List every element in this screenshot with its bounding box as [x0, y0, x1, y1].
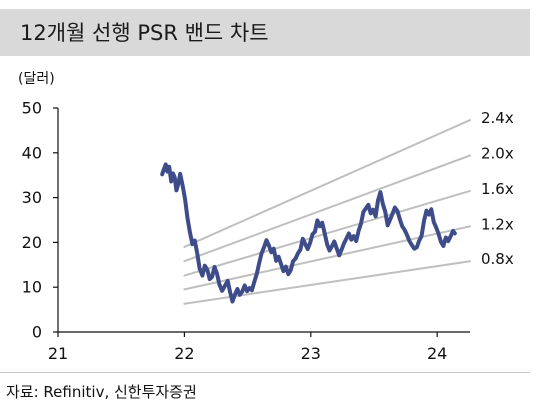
chart-title: 12개월 선행 PSR 밴드 차트 [20, 21, 269, 45]
band-label-2-4x: 2.4x [481, 109, 514, 127]
source-divider [0, 372, 530, 373]
x-tick-label: 23 [301, 344, 321, 363]
y-tick-label: 50 [22, 99, 42, 118]
band-label-2-0x: 2.0x [481, 144, 514, 162]
y-tick-label: 0 [32, 323, 42, 342]
band-label-1-6x: 1.6x [481, 180, 514, 198]
y-tick-label: 40 [22, 143, 42, 162]
source-note: 자료: Refinitiv, 신한투자증권 [6, 383, 197, 401]
y-tick-label: 10 [22, 278, 42, 297]
axes: 0 10 20 30 40 50 21 22 23 24 [22, 99, 470, 363]
y-tick-label: 30 [22, 188, 42, 207]
band-labels: 2.4x 2.0x 1.6x 1.2x 0.8x [481, 109, 514, 268]
price-line [160, 162, 457, 304]
x-tick-label: 22 [174, 344, 194, 363]
y-axis-unit-label: (달러) [18, 71, 55, 87]
series-lines [160, 119, 471, 305]
y-tick-label: 20 [22, 233, 42, 252]
title-bar: 12개월 선행 PSR 밴드 차트 [0, 9, 530, 56]
x-tick-label: 24 [427, 344, 447, 363]
band-label-0-8x: 0.8x [481, 250, 514, 268]
band-line-1-6x [183, 189, 471, 277]
band-line-2-0x [183, 154, 471, 263]
band-label-1-2x: 1.2x [481, 215, 514, 233]
band-line-2-4x [183, 119, 471, 248]
x-tick-label: 21 [48, 344, 68, 363]
